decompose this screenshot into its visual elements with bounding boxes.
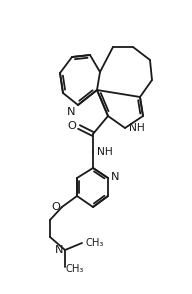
Text: CH₃: CH₃ — [66, 264, 84, 274]
Text: O: O — [51, 202, 60, 212]
Text: NH: NH — [97, 147, 113, 157]
Text: N: N — [55, 245, 63, 255]
Text: N: N — [111, 172, 119, 182]
Text: N: N — [66, 107, 75, 117]
Text: CH₃: CH₃ — [85, 238, 103, 248]
Text: O: O — [67, 121, 76, 131]
Text: NH: NH — [129, 123, 145, 133]
